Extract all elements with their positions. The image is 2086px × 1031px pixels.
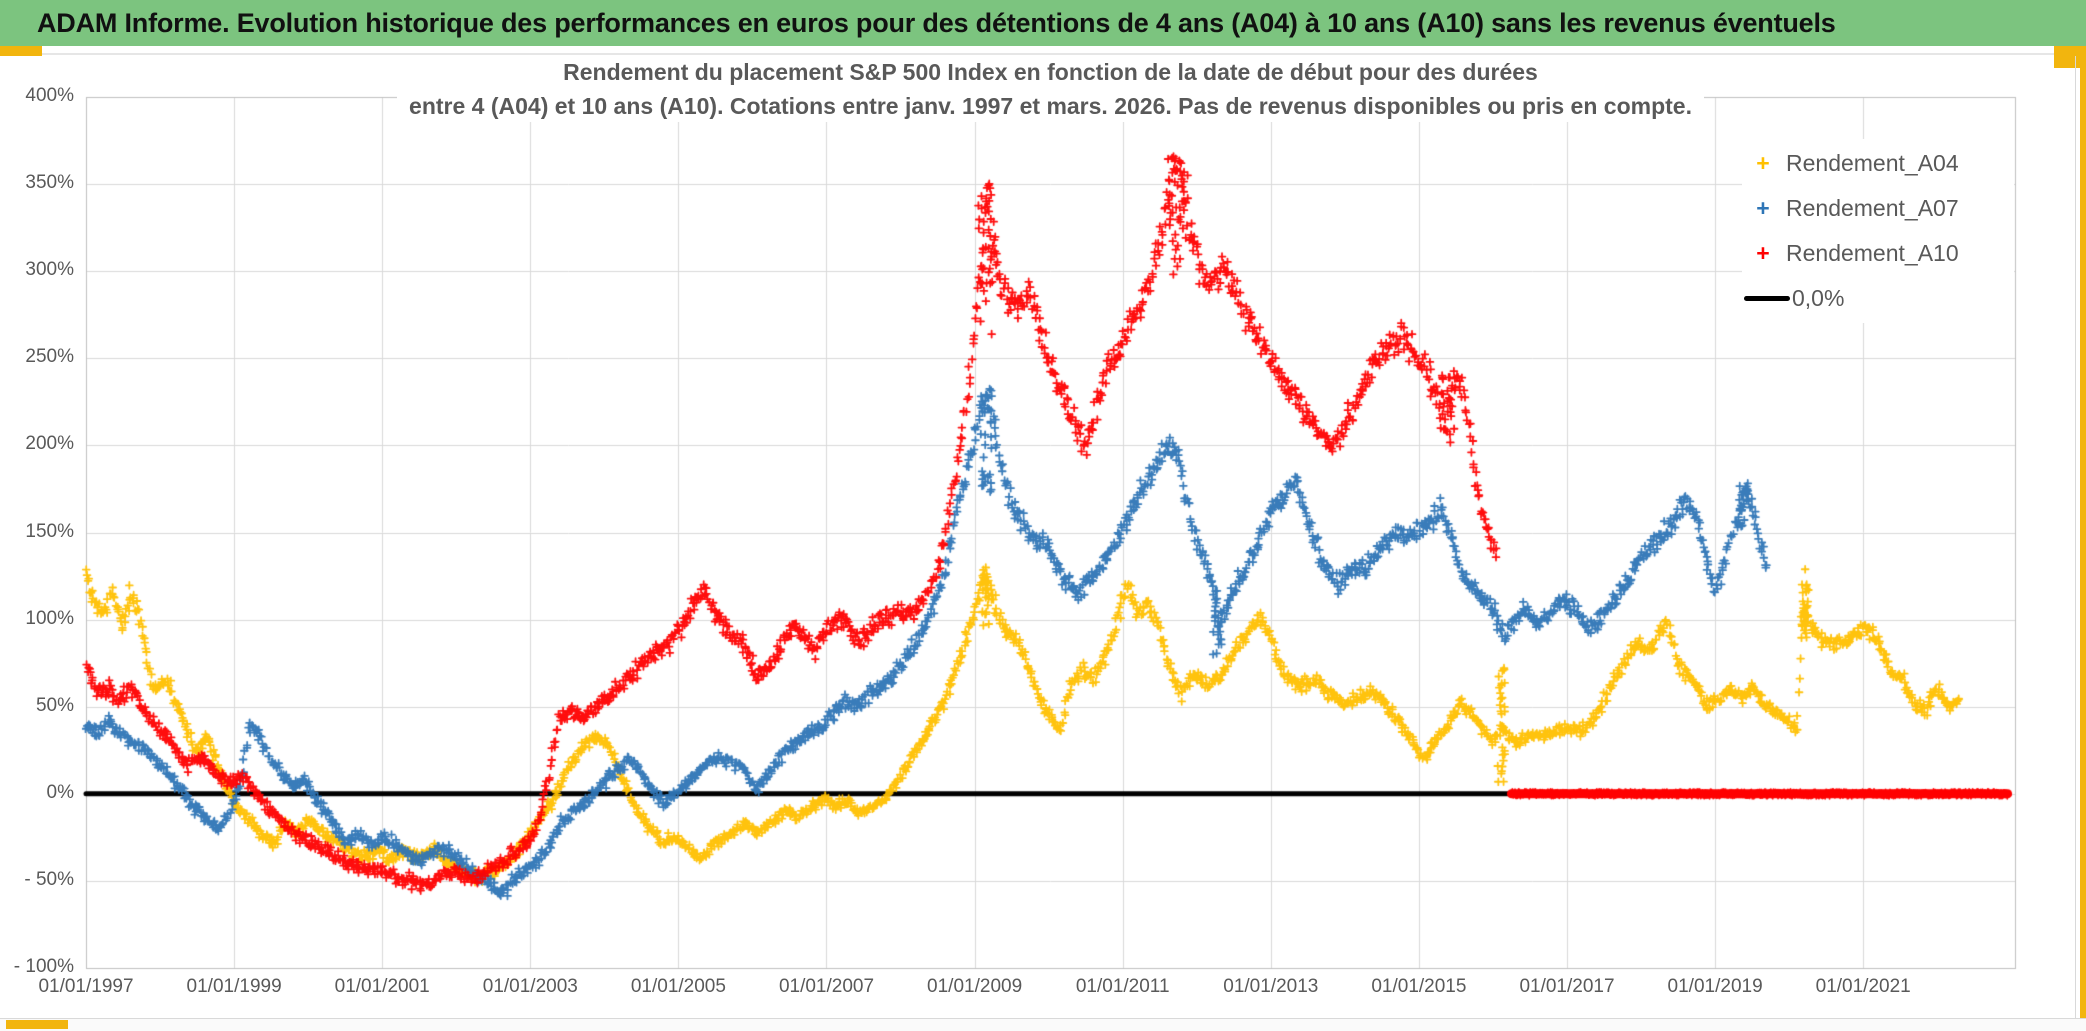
x-tick-label: 01/01/2007 [778, 976, 875, 997]
legend-label-zero: 0,0% [1792, 285, 1845, 311]
x-tick-label: 01/01/2015 [1371, 976, 1467, 997]
y-tick-label: - 100% [13, 956, 74, 977]
y-tick-label: 50% [35, 694, 74, 716]
y-tick-label: 250% [25, 346, 74, 368]
y-tick-label: 300% [25, 259, 74, 281]
a04-plus-marker-icon: + [1756, 150, 1770, 176]
y-tick-label: 350% [25, 172, 74, 194]
y-tick-label: 200% [25, 433, 74, 455]
legend-item-a10: + Rendement_A10 [1742, 231, 2014, 276]
legend-item-a04: + Rendement_A04 [1742, 141, 2014, 186]
legend-label-a04: Rendement_A04 [1786, 150, 1959, 176]
x-tick-label: 01/01/2001 [334, 976, 430, 997]
x-tick-label: 01/01/2003 [482, 976, 578, 997]
legend-item-a07: + Rendement_A07 [1742, 186, 2014, 231]
x-tick-label: 01/01/1997 [38, 976, 134, 997]
x-tick-label: 01/01/2019 [1667, 976, 1763, 997]
horizontal-scrollbar-track[interactable] [0, 1018, 2086, 1031]
y-tick-label: - 50% [24, 868, 74, 890]
a10-plus-marker-icon: + [1756, 240, 1770, 266]
x-tick-label: 01/01/2017 [1519, 976, 1615, 997]
y-tick-label: 100% [25, 607, 74, 629]
y-tick-label: 0% [46, 781, 74, 803]
legend: + Rendement_A04 + Rendement_A07 + Rendem… [1742, 139, 2014, 323]
y-tick-label: 400% [25, 85, 74, 106]
x-tick-label: 01/01/2009 [927, 976, 1023, 997]
x-tick-label: 01/01/1999 [186, 976, 282, 997]
zero-line-swatch-icon [1744, 296, 1790, 301]
legend-label-a07: Rendement_A07 [1786, 195, 1959, 221]
legend-label-a10: Rendement_A10 [1786, 240, 1959, 266]
horizontal-scrollbar-thumb[interactable] [6, 1020, 68, 1029]
x-tick-label: 01/01/2013 [1223, 976, 1319, 997]
y-tick-label: 150% [25, 520, 74, 542]
x-tick-label: 01/01/2021 [1815, 976, 1911, 997]
a07-plus-marker-icon: + [1756, 195, 1770, 221]
x-tick-label: 01/01/2005 [630, 976, 726, 997]
legend-item-zero-line: 0,0% [1742, 276, 2014, 321]
x-tick-label: 01/01/2011 [1075, 976, 1170, 997]
